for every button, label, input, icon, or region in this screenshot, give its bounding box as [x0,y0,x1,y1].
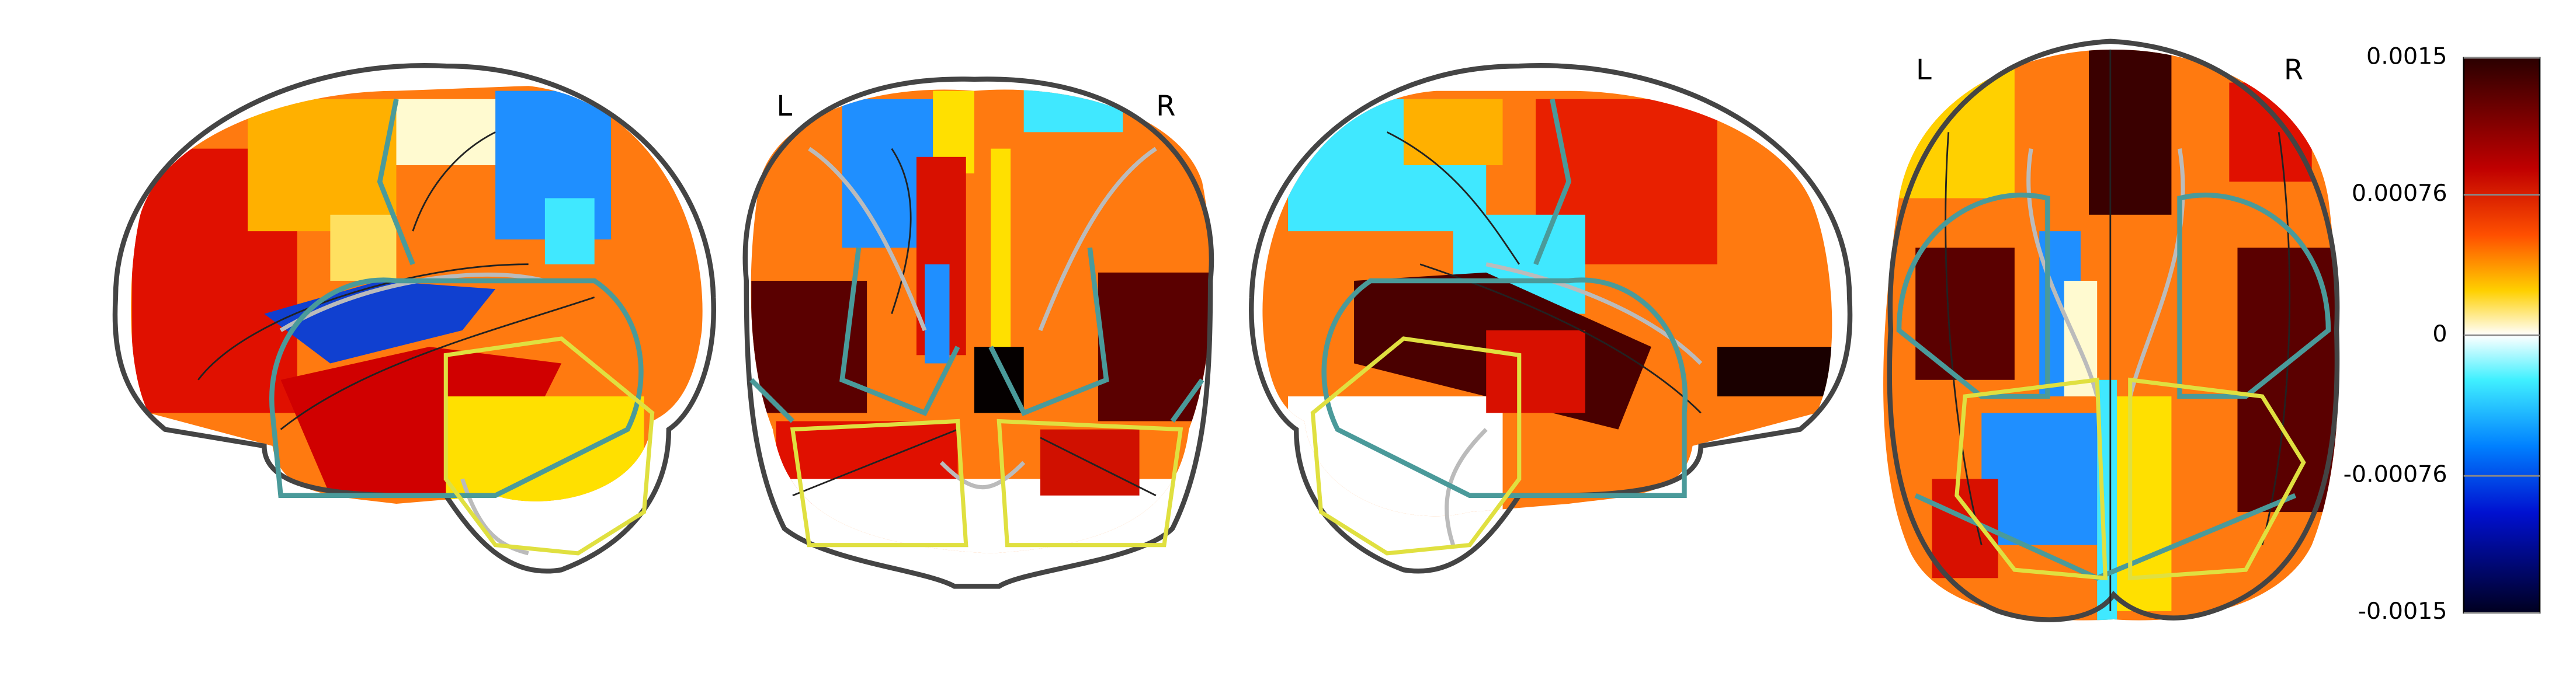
roi-contour [1310,336,1522,556]
brain-outline [742,76,1214,589]
roi-contour [443,336,655,556]
tick-label: 0 [2432,320,2447,347]
gray-contour [2026,148,2185,397]
tick-label: 0.0015 [2366,43,2447,70]
brain-outline [1249,63,1853,574]
colorbar-ticks: 0.0015 0.00076 0 -0.00076 -0.0015 [2344,43,2540,625]
roi-contour [790,419,1183,548]
tick-label: 0.00076 [2352,180,2447,207]
gray-contour [808,147,1157,490]
brain-outline [112,63,717,574]
roi-contour [269,98,644,499]
roi-contour [749,247,1204,423]
sulci [1945,49,2291,611]
sagittal-right-map [1262,90,1832,517]
orientation-label: R [2284,54,2303,86]
tick-label: -0.0015 [2358,598,2447,625]
orientation-label: L [1916,54,1932,86]
roi-contour [1321,98,1688,499]
roi-contour [1954,377,2306,581]
orientation-label: R [1156,90,1175,123]
sulci [197,131,595,430]
orientation-label: L [776,90,792,123]
sagittal-left-map [130,86,703,504]
axial-map [1883,49,2339,621]
tick-label: -0.00076 [2344,461,2447,488]
sulci [792,148,1157,497]
brain-outline [1887,39,2340,622]
gray-contour [1445,262,1703,546]
